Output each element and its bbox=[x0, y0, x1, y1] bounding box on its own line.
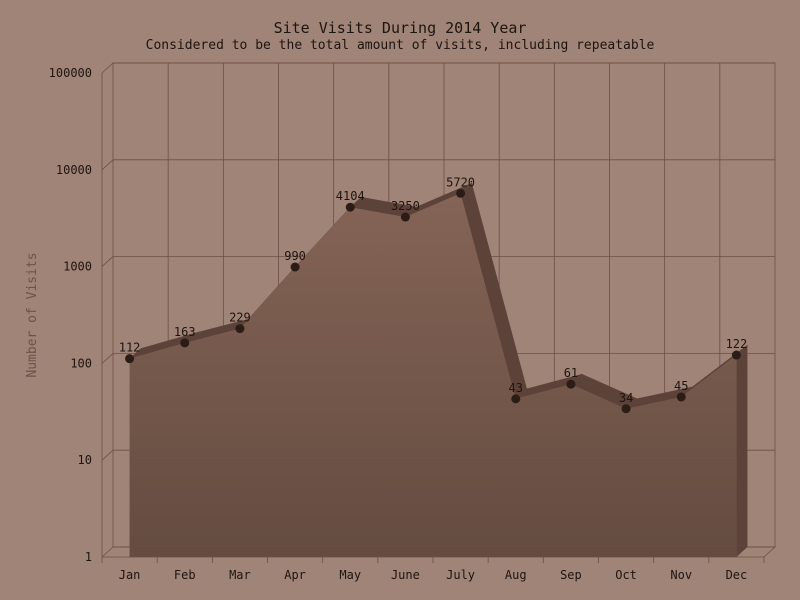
grid-connector bbox=[101, 546, 114, 558]
area-front-face bbox=[129, 193, 737, 557]
data-label: 5720 bbox=[446, 175, 475, 189]
x-tick-label: July bbox=[446, 568, 475, 582]
data-label: 61 bbox=[564, 366, 578, 380]
y-tick-label: 100000 bbox=[49, 66, 92, 80]
x-tick-label: Feb bbox=[174, 568, 196, 582]
x-tick-label: Dec bbox=[726, 568, 748, 582]
data-label: 229 bbox=[229, 311, 251, 325]
grid-connector bbox=[101, 159, 114, 171]
y-axis-ticks: 1 10 100 1000 10000 100000 bbox=[49, 66, 92, 564]
data-labels: 112 163 229 990 4104 3250 5720 43 61 34 45 122 bbox=[119, 175, 748, 404]
data-label: 990 bbox=[284, 249, 306, 263]
y-tick-label: 10000 bbox=[56, 163, 92, 177]
data-point bbox=[621, 404, 631, 414]
data-point bbox=[345, 202, 355, 212]
data-label: 3250 bbox=[391, 199, 420, 213]
data-markers bbox=[125, 188, 741, 414]
area-series bbox=[129, 182, 748, 557]
data-point bbox=[125, 354, 135, 364]
data-label: 163 bbox=[174, 325, 196, 339]
data-point bbox=[511, 394, 521, 404]
x-tick-label: Aug bbox=[505, 568, 527, 582]
x-tick-label: Oct bbox=[615, 568, 637, 582]
x-axis-ticks: Jan Feb Mar Apr May June July Aug Sep Oct Nov Dec bbox=[119, 568, 748, 582]
data-label: 122 bbox=[726, 337, 748, 351]
data-label: 4104 bbox=[336, 189, 365, 203]
data-label: 34 bbox=[619, 391, 633, 405]
data-point bbox=[676, 392, 686, 402]
data-point bbox=[180, 338, 190, 348]
grid-connector bbox=[101, 353, 114, 364]
x-tick-label: May bbox=[339, 568, 361, 582]
grid-connector bbox=[101, 256, 114, 267]
data-point bbox=[456, 188, 466, 198]
x-tick-label: Jan bbox=[119, 568, 141, 582]
grid-connector bbox=[101, 449, 114, 461]
data-label: 43 bbox=[509, 381, 523, 395]
floor-right-edge bbox=[763, 546, 776, 558]
grid-connector bbox=[101, 62, 114, 74]
x-tick-label: Apr bbox=[284, 568, 306, 582]
area-side-face bbox=[736, 345, 748, 557]
x-tick-label: Nov bbox=[670, 568, 692, 582]
data-point bbox=[235, 324, 245, 334]
y-tick-label: 10 bbox=[78, 453, 92, 467]
data-point bbox=[290, 262, 300, 272]
y-tick-label: 1000 bbox=[63, 260, 92, 274]
y-tick-label: 1 bbox=[85, 550, 92, 564]
x-tick-label: Mar bbox=[229, 568, 251, 582]
chart-subtitle: Considered to be the total amount of vis… bbox=[146, 38, 655, 53]
data-label: 45 bbox=[674, 379, 688, 393]
data-point bbox=[566, 379, 576, 389]
data-point bbox=[731, 350, 741, 360]
x-tick-label: June bbox=[391, 568, 420, 582]
data-label: 112 bbox=[119, 341, 141, 355]
x-tick-label: Sep bbox=[560, 568, 582, 582]
y-tick-label: 100 bbox=[70, 356, 92, 370]
chart-title: Site Visits During 2014 Year bbox=[274, 19, 527, 37]
y-axis-label: Number of Visits bbox=[25, 252, 40, 377]
data-point bbox=[400, 212, 410, 222]
